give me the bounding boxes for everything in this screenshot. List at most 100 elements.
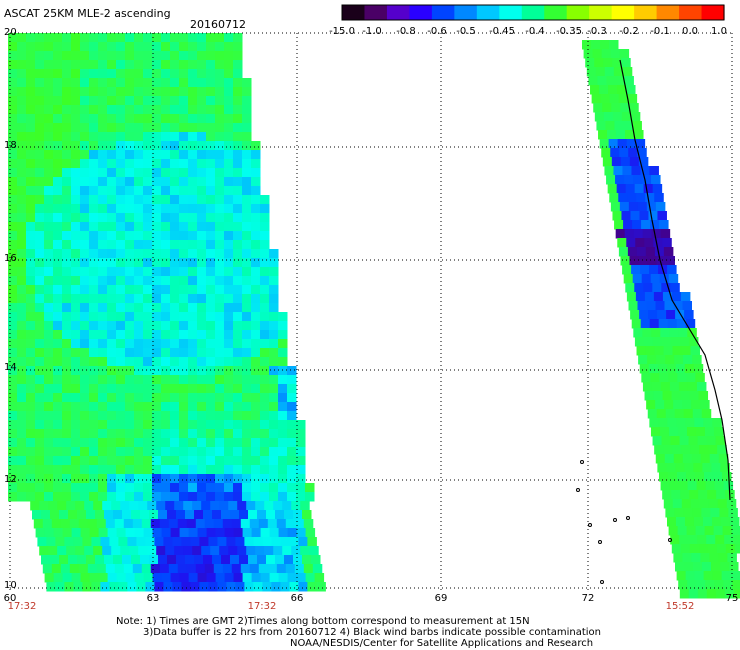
swath-cell: [161, 60, 171, 70]
swath-cell: [107, 357, 117, 367]
swath-cell: [98, 366, 108, 376]
swath-cell: [657, 463, 667, 473]
swath-cell: [26, 393, 36, 403]
swath-cell: [215, 411, 225, 421]
swath-cell: [80, 573, 91, 583]
swath-cell: [628, 301, 639, 311]
swath-cell: [706, 535, 716, 545]
swath-cell: [170, 60, 180, 70]
swath-cell: [80, 447, 90, 457]
swath-cell: [116, 348, 126, 358]
swath-cell: [233, 528, 244, 538]
swath-cell: [242, 483, 252, 493]
swath-cell: [622, 265, 632, 275]
swath-cell: [26, 96, 36, 106]
swath-cell: [170, 465, 180, 475]
swath-cell: [680, 490, 690, 500]
swath-cell: [8, 231, 18, 241]
swath-cell: [26, 87, 36, 97]
swath-cell: [134, 285, 144, 295]
swath-cell: [633, 175, 643, 185]
swath-cell: [668, 274, 679, 284]
swath-cell: [26, 51, 36, 61]
swath-cell: [646, 301, 657, 311]
swath-cell: [673, 400, 683, 410]
swath-cell: [251, 276, 261, 286]
swath-cell: [116, 276, 126, 286]
swath-cell: [197, 447, 207, 457]
swath-cell: [125, 132, 135, 142]
swath-cell: [271, 582, 281, 592]
swath-cell: [143, 123, 153, 133]
swath-cell: [80, 420, 90, 430]
swath-cell: [612, 112, 623, 122]
swath-cell: [242, 420, 252, 430]
swath-cell: [71, 240, 81, 250]
swath-cell: [197, 159, 207, 169]
swath-cell: [41, 555, 51, 565]
swath-cell: [71, 249, 81, 259]
swath-cell: [143, 222, 153, 232]
swath-cell: [46, 582, 56, 592]
swath-cell: [26, 303, 36, 313]
swath-cell: [215, 402, 225, 412]
swath-cell: [152, 150, 162, 160]
swath-cell: [62, 393, 72, 403]
swath-cell: [271, 537, 281, 547]
swath-cell: [667, 319, 678, 329]
swath-cell: [666, 517, 677, 527]
swath-cell: [98, 492, 108, 502]
swath-cell: [8, 366, 18, 376]
swath-cell: [143, 456, 153, 466]
swath-cell: [170, 105, 180, 115]
swath-cell: [287, 528, 298, 538]
swath-cell: [677, 526, 688, 536]
colorbar-frame: [341, 4, 725, 21]
swath-cell: [642, 229, 653, 239]
swath-cell: [224, 150, 234, 160]
swath-cell: [143, 141, 153, 151]
swath-cell: [149, 510, 159, 520]
swath-cell: [125, 87, 135, 97]
swath-cell: [152, 267, 162, 277]
swath-cell: [50, 555, 60, 565]
swath-cell: [53, 195, 63, 205]
swath-cell: [614, 220, 624, 230]
swath-cell: [44, 375, 54, 385]
swath-cell: [17, 249, 27, 259]
swath-cell: [599, 85, 609, 95]
swath-cell: [716, 544, 727, 554]
swath-cell: [242, 186, 252, 196]
swath-cell: [190, 537, 200, 547]
swath-cell: [152, 447, 162, 457]
swath-cell: [152, 528, 163, 538]
swath-cell: [631, 166, 641, 176]
swath-cell: [8, 249, 18, 259]
swath-cell: [116, 60, 126, 70]
swath-cell: [599, 139, 610, 149]
swath-cell: [251, 384, 261, 394]
swath-cell: [134, 375, 144, 385]
swath-cell: [152, 465, 162, 475]
swath-cell: [161, 447, 171, 457]
swath-cell: [215, 33, 225, 43]
swath-cell: [669, 328, 679, 338]
swath-cell: [708, 499, 719, 509]
swath-cell: [705, 580, 715, 590]
swath-cell: [251, 321, 261, 331]
swath-cell: [71, 465, 81, 475]
swath-cell: [188, 42, 198, 52]
swath-cell: [197, 222, 207, 232]
swath-cell: [107, 267, 117, 277]
swath-cell: [170, 420, 180, 430]
swath-cell: [98, 123, 108, 133]
swath-cell: [630, 112, 641, 122]
swath-cell: [197, 69, 207, 79]
swath-cell: [179, 42, 189, 52]
colorbar-label: -0.35: [556, 26, 582, 37]
swath-cell: [233, 240, 243, 250]
swath-cell: [206, 348, 216, 358]
swath-cell: [53, 303, 63, 313]
swath-cell: [242, 276, 252, 286]
